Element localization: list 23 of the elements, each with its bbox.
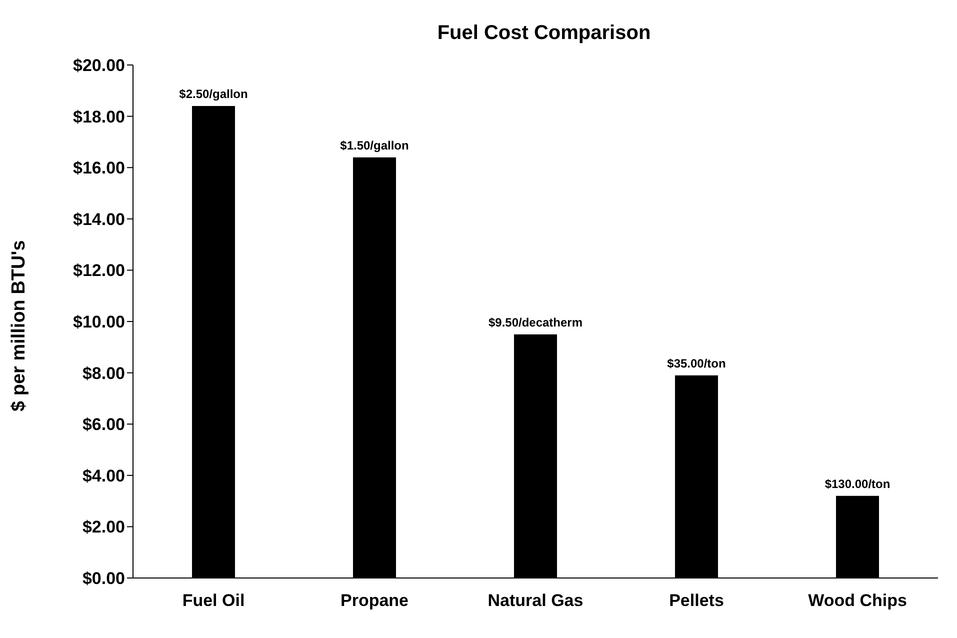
y-tick-label: $20.00 bbox=[73, 56, 125, 76]
y-tick-label: $8.00 bbox=[82, 364, 125, 383]
y-tick-label: $14.00 bbox=[73, 210, 125, 229]
annotation: $1.50/gallon bbox=[340, 138, 409, 152]
x-tick-label: Wood Chips bbox=[808, 591, 907, 610]
y-tick-label: $12.00 bbox=[73, 261, 125, 280]
chart-title: Fuel Cost Comparison bbox=[436, 22, 652, 45]
annotation: $130.00/ton bbox=[824, 476, 890, 491]
annotation: $2.50/gallon bbox=[179, 87, 248, 102]
y-tick-label: $6.00 bbox=[82, 415, 125, 434]
x-tick-label: Natural Gas bbox=[488, 591, 584, 610]
y-axis-title: $ per million BTU's bbox=[8, 240, 30, 412]
y-tick-label: $2.00 bbox=[82, 518, 125, 537]
x-tick-label: Pellets bbox=[669, 591, 724, 610]
annotation: $35.00/ton bbox=[667, 356, 726, 370]
annotation: $9.50/decatherm bbox=[488, 315, 583, 330]
y-tick-label: $18.00 bbox=[73, 107, 125, 126]
x-tick-label: Fuel Oil bbox=[182, 591, 245, 610]
y-tick-label: $4.00 bbox=[82, 466, 125, 486]
x-tick-label: Propane bbox=[340, 591, 409, 610]
y-tick-label: $0.00 bbox=[82, 569, 125, 588]
y-tick-label: $16.00 bbox=[73, 158, 125, 178]
y-tick-label: $10.00 bbox=[73, 312, 125, 332]
